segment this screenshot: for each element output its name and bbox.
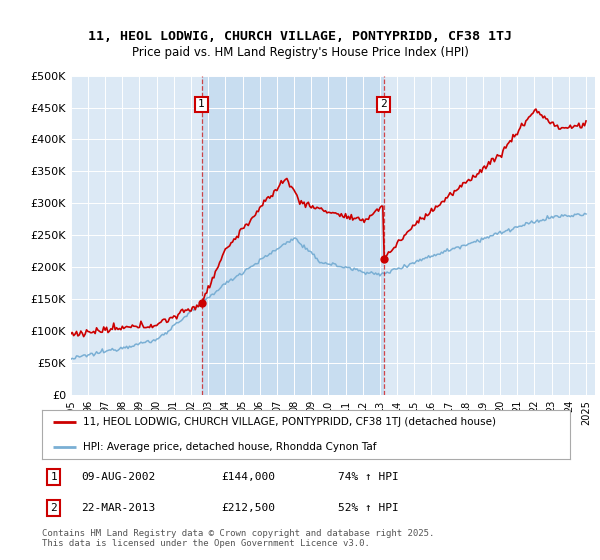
- Text: Price paid vs. HM Land Registry's House Price Index (HPI): Price paid vs. HM Land Registry's House …: [131, 46, 469, 59]
- Text: 1: 1: [50, 472, 57, 482]
- Text: £144,000: £144,000: [221, 472, 275, 482]
- Text: £212,500: £212,500: [221, 503, 275, 513]
- Text: 09-AUG-2002: 09-AUG-2002: [82, 472, 156, 482]
- Text: 74% ↑ HPI: 74% ↑ HPI: [338, 472, 398, 482]
- Text: 11, HEOL LODWIG, CHURCH VILLAGE, PONTYPRIDD, CF38 1TJ: 11, HEOL LODWIG, CHURCH VILLAGE, PONTYPR…: [88, 30, 512, 43]
- Text: Contains HM Land Registry data © Crown copyright and database right 2025.
This d: Contains HM Land Registry data © Crown c…: [42, 529, 434, 548]
- Text: 2: 2: [380, 99, 387, 109]
- Text: HPI: Average price, detached house, Rhondda Cynon Taf: HPI: Average price, detached house, Rhon…: [83, 442, 377, 452]
- Text: 2: 2: [50, 503, 57, 513]
- Bar: [202, 76, 383, 395]
- Text: 52% ↑ HPI: 52% ↑ HPI: [338, 503, 398, 513]
- Text: 11, HEOL LODWIG, CHURCH VILLAGE, PONTYPRIDD, CF38 1TJ (detached house): 11, HEOL LODWIG, CHURCH VILLAGE, PONTYPR…: [83, 417, 496, 427]
- Text: 1: 1: [198, 99, 205, 109]
- Text: 22-MAR-2013: 22-MAR-2013: [82, 503, 156, 513]
